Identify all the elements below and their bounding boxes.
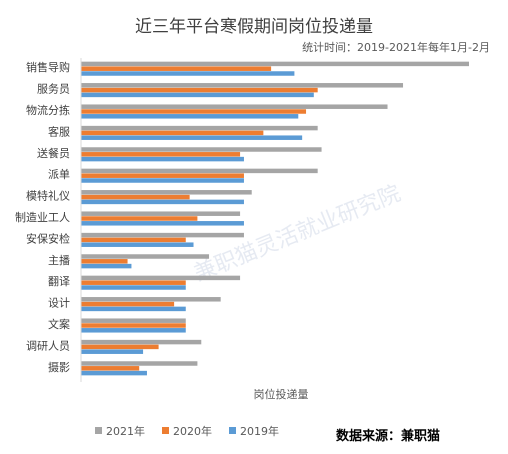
bar-2-8 xyxy=(81,216,198,221)
bar-1-9 xyxy=(81,232,244,238)
bar-1-7 xyxy=(81,190,252,195)
bar-2-14 xyxy=(81,344,159,350)
category-label: 制造业工人 xyxy=(15,210,70,224)
bar-3-6 xyxy=(81,178,244,183)
bar-2-2 xyxy=(81,87,318,93)
bar-1-2 xyxy=(81,83,404,88)
bar-3-1 xyxy=(81,71,295,76)
bar-1-6 xyxy=(81,168,318,174)
category-label: 调研人员 xyxy=(26,339,70,352)
bar-3-14 xyxy=(81,349,144,354)
bar-1-12 xyxy=(81,297,221,302)
bar-1-11 xyxy=(81,275,241,281)
category-label: 客服 xyxy=(48,124,70,138)
category-label: 送餐员 xyxy=(37,146,70,160)
bar-1-3 xyxy=(81,104,388,109)
bar-2-6 xyxy=(81,173,244,178)
category-label: 销售导购 xyxy=(26,60,70,74)
legend-label: 2020年 xyxy=(173,424,212,438)
legend-label: 2021年 xyxy=(106,424,145,438)
bar-2-1 xyxy=(81,66,272,71)
bar-2-10 xyxy=(81,259,128,264)
bar-1-4 xyxy=(81,125,318,131)
chart-title: 近三年平台寒假期间岗位投递量 xyxy=(135,17,373,37)
bar-1-13 xyxy=(81,318,186,323)
bar-3-10 xyxy=(81,263,132,269)
bar-3-13 xyxy=(81,328,186,333)
legend: 2021年 2020年 2019年 xyxy=(95,424,279,438)
bar-2-5 xyxy=(81,152,241,157)
bar-1-8 xyxy=(81,211,241,216)
bar-3-7 xyxy=(81,199,244,205)
category-label: 安保安检 xyxy=(26,231,70,245)
category-label: 设计 xyxy=(48,297,70,310)
bar-3-5 xyxy=(81,156,244,162)
category-label: 摄影 xyxy=(48,360,70,374)
bar-3-9 xyxy=(81,242,194,247)
bar-2-4 xyxy=(81,130,264,136)
bar-group xyxy=(81,61,469,376)
bar-3-15 xyxy=(81,370,147,376)
bar-3-12 xyxy=(81,306,186,312)
legend-swatch xyxy=(229,427,236,434)
bar-3-2 xyxy=(81,92,314,98)
source-note: 数据来源：兼职猫 xyxy=(336,428,440,444)
bar-3-4 xyxy=(81,135,303,140)
category-label: 物流分拣 xyxy=(26,103,70,117)
category-label: 翻译 xyxy=(48,274,70,288)
bar-2-7 xyxy=(81,194,190,200)
bar-2-3 xyxy=(81,109,307,114)
bar-1-10 xyxy=(81,254,210,259)
legend-swatch xyxy=(95,427,102,434)
bar-2-13 xyxy=(81,323,186,328)
bar-2-9 xyxy=(81,237,186,243)
bar-1-5 xyxy=(81,147,322,152)
bar-2-15 xyxy=(81,366,140,371)
category-label: 模特礼仪 xyxy=(26,189,70,203)
bar-3-3 xyxy=(81,114,299,119)
bar-3-8 xyxy=(81,221,244,226)
legend-label: 2019年 xyxy=(240,424,279,438)
category-label: 主播 xyxy=(48,253,70,267)
bar-1-15 xyxy=(81,361,198,366)
x-axis-label: 岗位投递量 xyxy=(254,387,309,401)
chart-subtitle: 统计时间：2019-2021年每年1月-2月 xyxy=(302,40,490,54)
bar-3-11 xyxy=(81,285,186,290)
bar-1-14 xyxy=(81,339,202,345)
category-label: 文案 xyxy=(48,317,70,331)
category-labels: 销售导购服务员物流分拣客服送餐员派单模特礼仪制造业工人安保安检主播翻译设计文案调… xyxy=(15,60,70,374)
category-label: 派单 xyxy=(48,168,70,181)
bar-1-1 xyxy=(81,61,469,67)
bar-2-11 xyxy=(81,280,186,285)
category-label: 服务员 xyxy=(37,83,70,96)
legend-swatch xyxy=(162,427,169,434)
bar-2-12 xyxy=(81,301,175,307)
